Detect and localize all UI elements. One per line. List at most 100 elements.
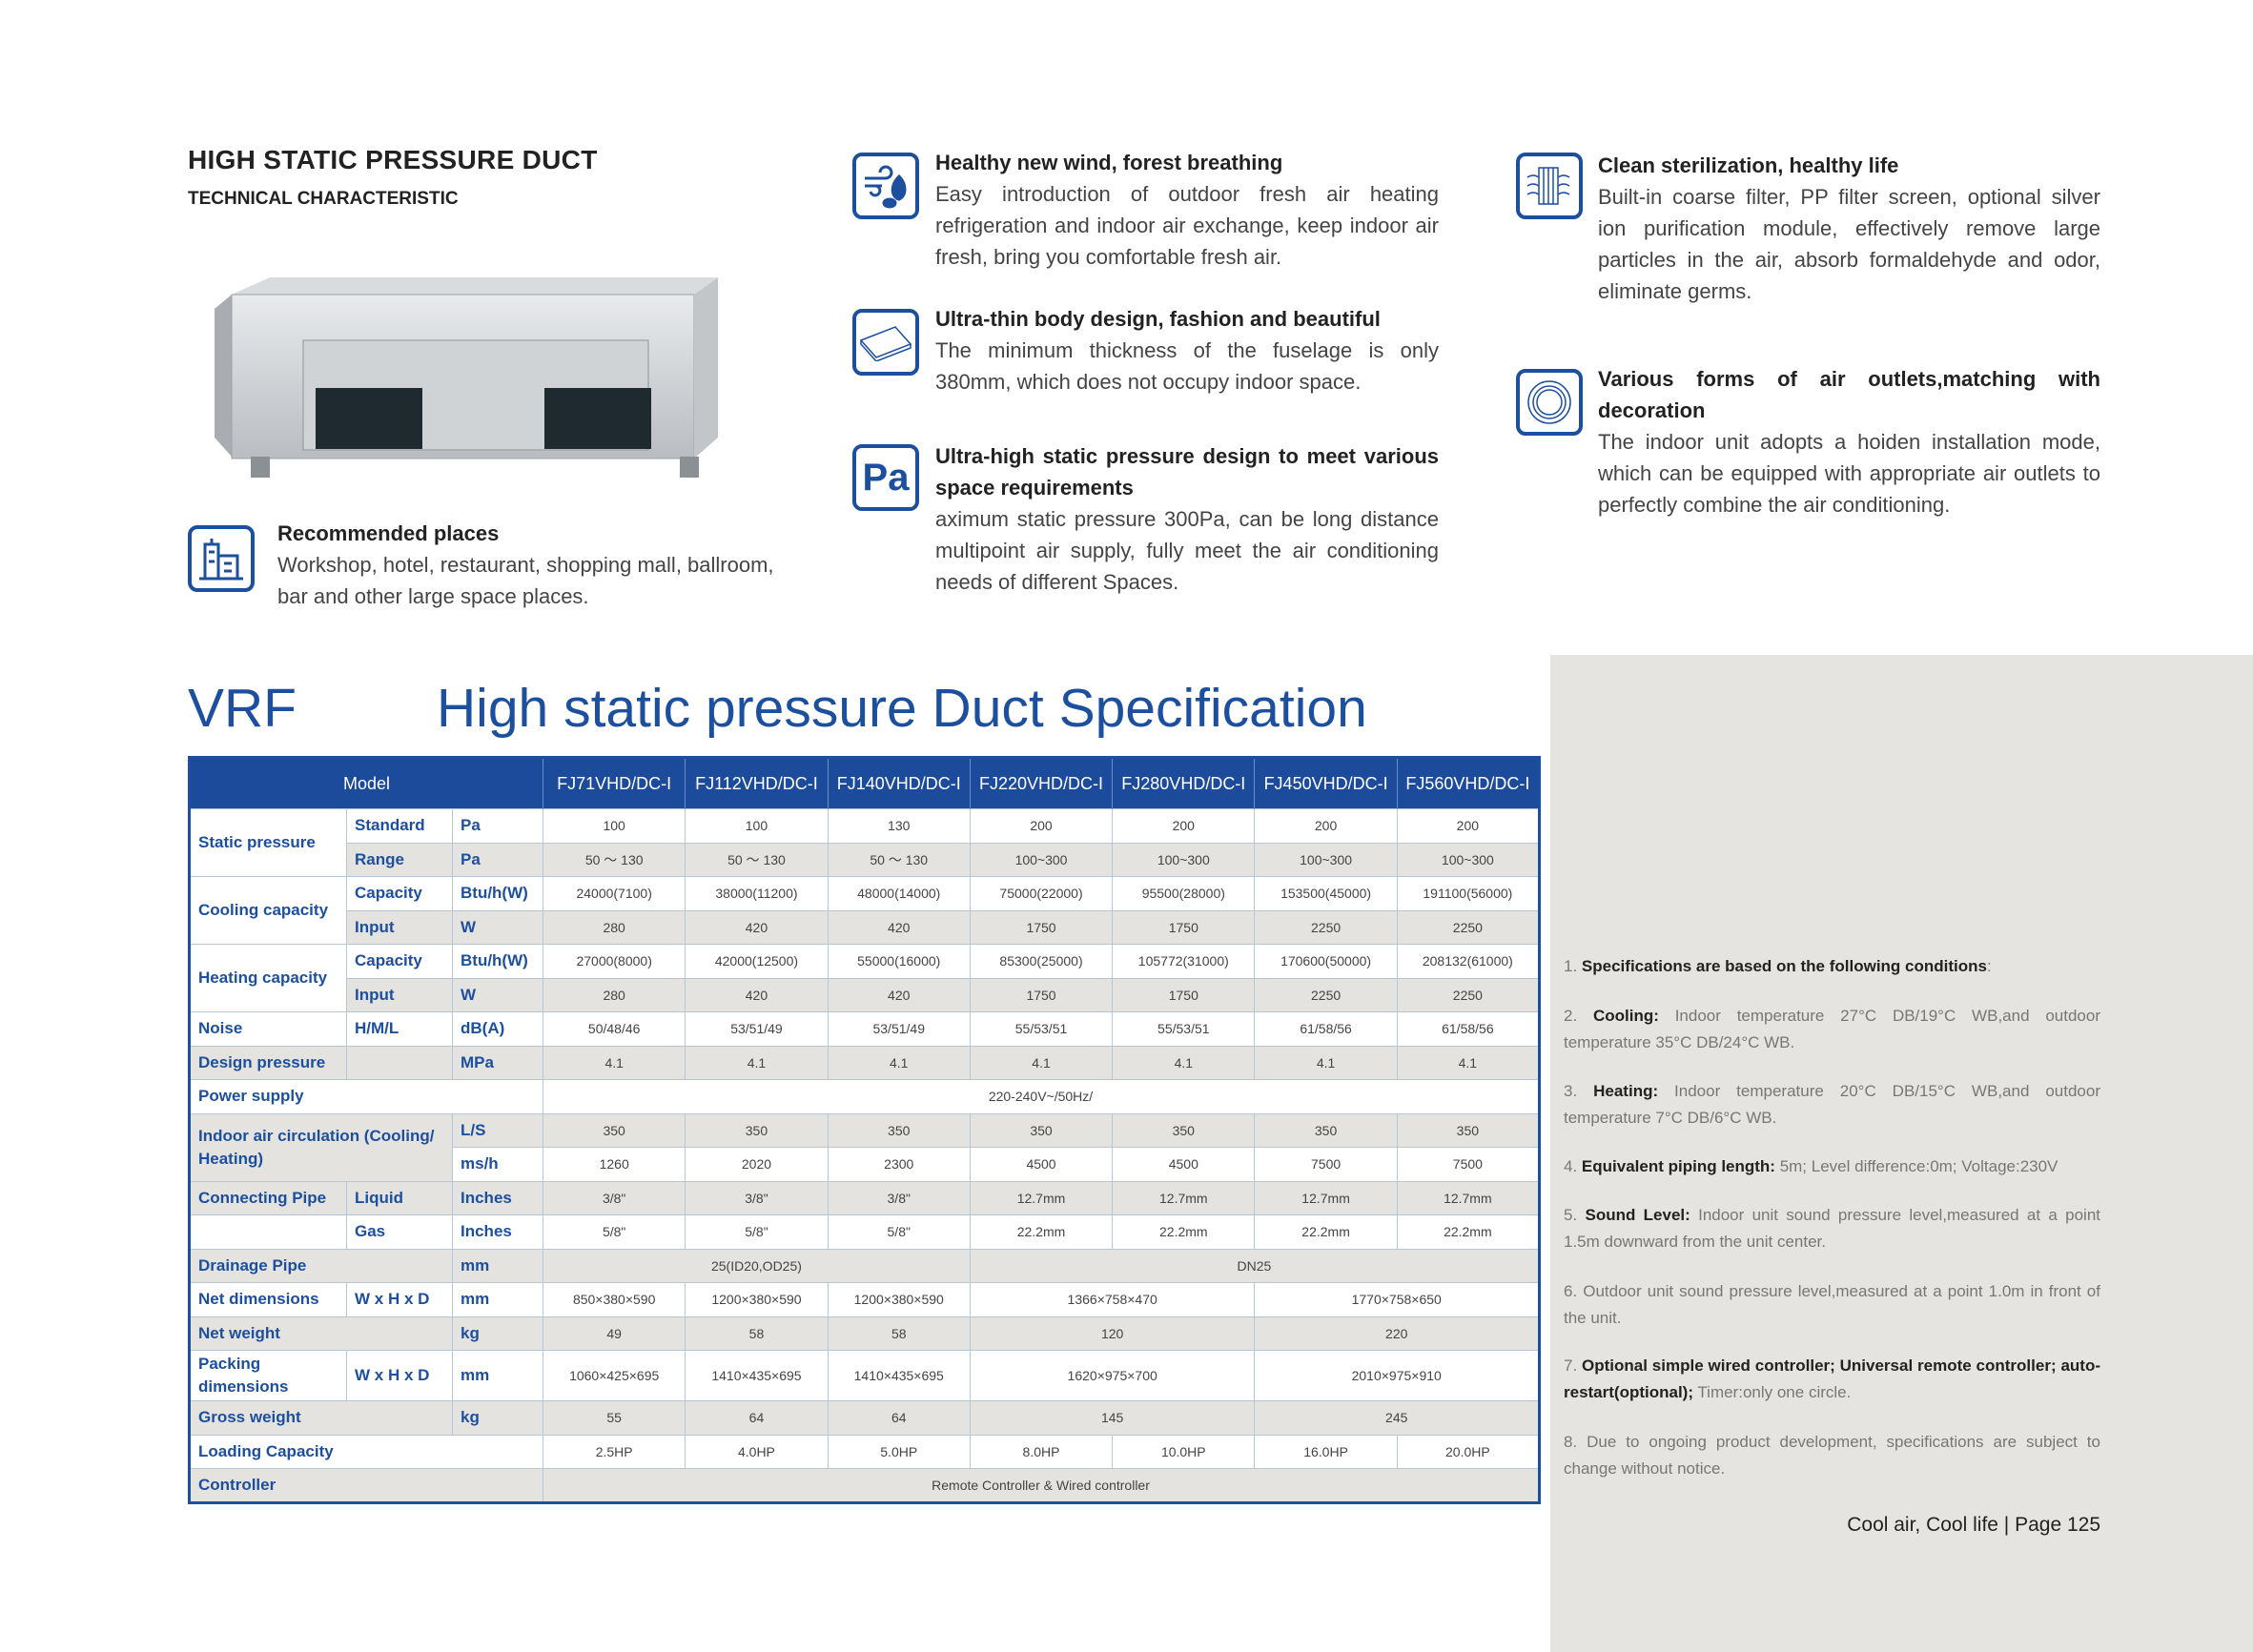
feature-body: aximum static pressure 300Pa, can be lon… bbox=[935, 507, 1439, 594]
row-label: Design pressure bbox=[189, 1045, 347, 1080]
note-text: : bbox=[1986, 957, 1992, 975]
table-cell: 42000(12500) bbox=[685, 944, 829, 979]
table-cell: 61/58/56 bbox=[1254, 1011, 1398, 1047]
page-title: HIGH STATIC PRESSURE DUCT bbox=[188, 145, 598, 174]
table-cell: 1770×758×650 bbox=[1254, 1282, 1540, 1317]
table-cell: 2300 bbox=[827, 1147, 971, 1182]
table-cell: 1060×425×695 bbox=[543, 1350, 686, 1401]
row-label: mm bbox=[451, 1282, 544, 1317]
table-cell: 208132(61000) bbox=[1396, 944, 1541, 979]
table-row: Loading Capacity 2.5HP 4.0HP 5.0HP 8.0HP 10.0… bbox=[188, 1434, 1541, 1469]
table-row: Heating capacity Capacity Btu/h(W) 27000(80… bbox=[189, 944, 1541, 1012]
table-cell: 2020 bbox=[685, 1147, 829, 1182]
page-footer: Cool air, Cool life | Page 125 bbox=[1847, 1514, 2100, 1536]
table-cell: 220 bbox=[1254, 1315, 1540, 1351]
row-label: Btu/h(W) bbox=[451, 876, 544, 911]
table-cell: 350 bbox=[1254, 1112, 1398, 1148]
table-cell: 50 ～ 130 bbox=[827, 842, 971, 877]
table-cell: 200 bbox=[1254, 808, 1398, 844]
note-item: 2. Cooling: Indoor temperature 27°C DB/1… bbox=[1564, 1003, 2100, 1056]
table-cell: 12.7mm bbox=[1396, 1180, 1541, 1215]
table-cell: 350 bbox=[1396, 1112, 1541, 1148]
row-label: Capacity bbox=[346, 876, 453, 911]
table-cell: 4.1 bbox=[1396, 1045, 1541, 1080]
note-text: Due to ongoing product development, spec… bbox=[1564, 1433, 2100, 1478]
row-label: W bbox=[451, 977, 544, 1012]
row-label bbox=[346, 1045, 453, 1080]
table-cell: 200 bbox=[969, 808, 1114, 844]
table-cell: 38000(11200) bbox=[685, 876, 829, 911]
feature-body: The minimum thickness of the fuselage is… bbox=[935, 338, 1439, 394]
note-bold: Optional simple wired controller; Univer… bbox=[1564, 1356, 2100, 1401]
table-cell: 4500 bbox=[1112, 1147, 1256, 1182]
table-cell: 22.2mm bbox=[1396, 1214, 1541, 1250]
table-row: Range Pa 50 ～ 130 50 ～ 130 50 ～ 130 100~300 10… bbox=[190, 842, 1541, 877]
table-cell: 55/53/51 bbox=[1112, 1011, 1256, 1047]
table-cell: 22.2mm bbox=[969, 1214, 1114, 1250]
table-cell: 100~300 bbox=[969, 842, 1114, 877]
row-label: Input bbox=[346, 977, 453, 1012]
note-number: 7. bbox=[1564, 1356, 1578, 1375]
table-cell: DN25 bbox=[969, 1248, 1541, 1283]
row-label: L/S bbox=[451, 1112, 544, 1148]
row-label: kg bbox=[451, 1315, 544, 1351]
table-cell: 5/8" bbox=[685, 1214, 829, 1250]
row-label: H/M/L bbox=[346, 1011, 453, 1047]
table-cell: 350 bbox=[685, 1112, 829, 1148]
table-cell: 27000(8000) bbox=[543, 944, 686, 979]
table-cell: 53/51/49 bbox=[685, 1011, 829, 1047]
table-cell: 420 bbox=[685, 909, 829, 945]
table-cell: 10.0HP bbox=[1112, 1434, 1256, 1469]
feature-title: Recommended places bbox=[277, 521, 500, 545]
table-cell: 12.7mm bbox=[1254, 1180, 1398, 1215]
row-label: Power supply bbox=[188, 1079, 544, 1114]
row-label: Noise bbox=[189, 1011, 347, 1047]
table-cell: 4.1 bbox=[1254, 1045, 1398, 1080]
feature-body: The indoor unit adopts a hoiden installa… bbox=[1598, 430, 2100, 517]
table-row: Static pressure Standard Pa 100 100 130 200 200… bbox=[189, 808, 1541, 877]
table-cell: 7500 bbox=[1254, 1147, 1398, 1182]
feature-title: Clean sterilization, healthy life bbox=[1598, 153, 1899, 177]
note-number: 6. bbox=[1564, 1282, 1578, 1300]
row-label: Gas bbox=[346, 1214, 453, 1250]
spec-title: High static pressure Duct Specification bbox=[437, 678, 1367, 739]
table-cell: 2250 bbox=[1254, 909, 1398, 945]
row-label: dB(A) bbox=[451, 1011, 544, 1047]
table-cell: 850×380×590 bbox=[543, 1282, 686, 1317]
table-cell: 4.1 bbox=[543, 1045, 686, 1080]
table-cell: 220-240V~/50Hz/ bbox=[543, 1079, 1540, 1114]
wind-leaf-icon bbox=[852, 153, 919, 219]
note-item: 6. Outdoor unit sound pressure level,mea… bbox=[1564, 1278, 2100, 1332]
pa-icon: Pa bbox=[852, 444, 919, 511]
table-row: Design pressure MPa 4.1 4.1 4.1 4.1 4.1 4.1 4.1 bbox=[189, 1045, 1541, 1080]
row-label: Indoor air circulation (Cooling/ Heating… bbox=[189, 1112, 453, 1182]
header-model-6: FJ560VHD/DC-I bbox=[1396, 757, 1540, 809]
table-cell: 100 bbox=[685, 808, 829, 844]
table-cell: 50/48/46 bbox=[543, 1011, 686, 1047]
table-cell: 16.0HP bbox=[1254, 1434, 1398, 1469]
table-cell: 2.5HP bbox=[543, 1434, 686, 1469]
row-label: kg bbox=[451, 1400, 544, 1436]
note-text: Indoor temperature 27°C DB/19°C WB,and o… bbox=[1564, 1007, 2100, 1051]
table-cell: 350 bbox=[1112, 1112, 1256, 1148]
row-label: Inches bbox=[451, 1180, 544, 1215]
table-cell: 85300(25000) bbox=[969, 944, 1114, 979]
note-text: Outdoor unit sound pressure level,measur… bbox=[1564, 1282, 2100, 1327]
note-bold: Cooling: bbox=[1592, 1007, 1659, 1025]
table-cell: 58 bbox=[685, 1315, 829, 1351]
note-text: 5m; Level difference:0m; Voltage:230V bbox=[1774, 1157, 2058, 1175]
table-cell: 5/8" bbox=[827, 1214, 971, 1250]
row-label: Connecting Pipe bbox=[189, 1180, 347, 1215]
product-image bbox=[213, 275, 718, 481]
table-cell: 64 bbox=[685, 1400, 829, 1436]
note-item: 7. Optional simple wired controller; Uni… bbox=[1564, 1353, 2100, 1406]
note-item: 8. Due to ongoing product development, s… bbox=[1564, 1429, 2100, 1482]
table-row: Noise H/M/L dB(A) 50/48/46 53/51/49 53/51/49 5… bbox=[189, 1011, 1541, 1047]
header-model-2: FJ140VHD/DC-I bbox=[827, 757, 971, 809]
row-label: W bbox=[451, 909, 544, 945]
table-cell: 25(ID20,OD25) bbox=[543, 1248, 971, 1283]
table-cell: 4.1 bbox=[685, 1045, 829, 1080]
table-cell: 95500(28000) bbox=[1112, 876, 1256, 911]
table-row: Indoor air circulation (Cooling/ Heating… bbox=[189, 1112, 1541, 1182]
spec-table: Model FJ71VHD/DC-I FJ112VHD/DC-I FJ140VHD/D… bbox=[188, 756, 1541, 1504]
